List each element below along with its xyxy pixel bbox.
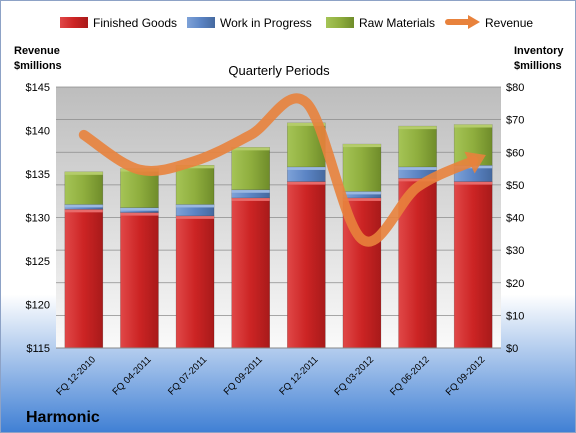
bar-raw-materials [175, 165, 215, 205]
legend-label-work-in-progress: Work in Progress [220, 16, 312, 30]
bar-cap-finished-goods [454, 181, 493, 185]
right-tick-label: $80 [506, 82, 524, 94]
bar-cap-finished-goods [398, 178, 437, 182]
legend-label-finished-goods: Finished Goods [93, 16, 177, 30]
right-tick-label: $70 [506, 115, 524, 127]
bar-cap-work-in-progress [398, 166, 437, 170]
left-tick-label: $120 [26, 300, 50, 312]
bar-finished-goods [287, 181, 326, 349]
right-tick-label: $60 [506, 147, 524, 159]
bar-cap-finished-goods [287, 181, 326, 185]
company-name: Harmonic [26, 409, 100, 426]
bar-cap-finished-goods [176, 215, 215, 219]
legend-label-raw-materials: Raw Materials [359, 16, 435, 30]
revenue-line-path [78, 93, 479, 247]
left-tick-label: $145 [26, 82, 50, 94]
bar-cap-raw-materials [64, 171, 103, 175]
legend-swatch-finished-goods [60, 17, 88, 28]
bar-cap-finished-goods [231, 197, 270, 201]
right-tick-label: $30 [506, 245, 524, 257]
legend-swatch-revenue-arrowhead [468, 15, 480, 29]
right-tick-label: $0 [506, 343, 518, 355]
right-axis-ticks: $0 $10 $20 $30 $40 $50 $60 $70 $80 [506, 82, 524, 355]
bar-finished-goods [453, 181, 493, 349]
bar-raw-materials [231, 147, 270, 191]
bar-cap-work-in-progress [231, 189, 270, 193]
left-tick-label: $140 [26, 126, 50, 138]
right-tick-label: $20 [506, 278, 524, 290]
bar-cap-work-in-progress [176, 204, 215, 208]
bar-cap-work-in-progress [342, 191, 381, 195]
revenue-arrowhead [464, 151, 486, 174]
bar-cap-raw-materials [176, 165, 215, 169]
bar-raw-materials [64, 171, 104, 205]
legend: Finished Goods Work in Progress Raw Mate… [60, 15, 533, 30]
bar-cap-work-in-progress [120, 207, 159, 211]
right-tick-label: $10 [506, 310, 524, 322]
bar-cap-raw-materials [287, 122, 326, 126]
left-axis-title-line2: $millions [14, 60, 62, 72]
right-axis-title-line1: Inventory [514, 45, 564, 57]
bar-cap-raw-materials [231, 147, 270, 151]
left-tick-label: $125 [26, 256, 50, 268]
bar-raw-materials [398, 125, 437, 168]
left-axis-ticks: $115 $120 $125 $130 $135 $140 $145 [26, 82, 50, 355]
right-tick-label: $40 [506, 213, 524, 225]
left-axis-title-line1: Revenue [14, 45, 60, 57]
bar-cap-work-in-progress [287, 166, 326, 170]
revenue-line [78, 93, 486, 247]
bars [64, 122, 493, 349]
bar-finished-goods [231, 197, 270, 349]
bar-finished-goods [175, 215, 215, 349]
bar-cap-finished-goods [342, 197, 381, 201]
bar-raw-materials [342, 143, 382, 192]
bar-cap-raw-materials [454, 124, 493, 128]
left-tick-label: $115 [26, 343, 50, 355]
bar-finished-goods [64, 209, 104, 349]
right-tick-label: $50 [506, 180, 524, 192]
legend-swatch-work-in-progress [187, 17, 215, 28]
right-axis-title-line2: $millions [514, 60, 562, 72]
bar-cap-raw-materials [398, 126, 437, 130]
bar-cap-work-in-progress [64, 204, 103, 208]
left-tick-label: $130 [26, 213, 50, 225]
bar-cap-raw-materials [342, 144, 381, 148]
legend-label-revenue: Revenue [485, 16, 533, 30]
left-tick-label: $135 [26, 169, 50, 181]
bar-finished-goods [120, 212, 159, 349]
bar-cap-finished-goods [64, 209, 103, 213]
chart-subtitle: Quarterly Periods [228, 63, 330, 78]
bar-cap-finished-goods [120, 212, 159, 216]
legend-swatch-raw-materials [326, 17, 354, 28]
